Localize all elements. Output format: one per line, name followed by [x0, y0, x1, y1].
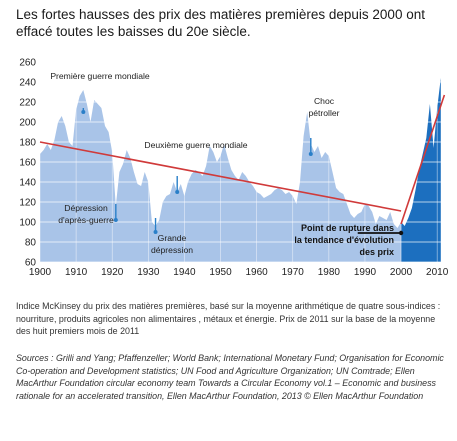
price-index-chart: 60 80 100 120 140 160 180 200 220 240 260 1900 1910… — [19, 58, 449, 279]
y-tick-label: 140 — [19, 178, 36, 189]
trend-lines — [39, 94, 446, 225]
x-tick-label: 1970 — [282, 267, 305, 278]
annotation-label: dépression — [151, 245, 193, 255]
x-tick-label: 2010 — [426, 267, 449, 278]
annotation-marker-dot — [113, 218, 118, 222]
annotation-label: Deuxième guerre mondiale — [144, 140, 247, 150]
annotation-marker-dot — [153, 230, 158, 234]
y-tick-label: 260 — [19, 58, 36, 69]
annotation-markers — [81, 108, 404, 236]
chart-sources: Sources : Grilli and Yang; Pfaffenzeller… — [16, 353, 444, 401]
y-tick-label: 120 — [19, 198, 36, 209]
y-tick-label: 180 — [19, 138, 36, 149]
x-tick-label: 1980 — [318, 267, 341, 278]
x-tick-label: 1910 — [65, 267, 88, 278]
y-tick-label: 160 — [19, 158, 36, 169]
horizontal-grid-lines — [39, 61, 448, 263]
y-tick-label: 60 — [25, 258, 37, 269]
annotation-label: Dépression — [64, 203, 108, 213]
annotation-marker-dot — [81, 110, 86, 114]
annotations: Première guerre mondiale Dépression d'aprè… — [50, 71, 394, 257]
x-tick-label: 1960 — [246, 267, 269, 278]
y-axis-ticks: 60 80 100 120 140 160 180 200 220 240 260 — [19, 58, 36, 269]
trend-line-1 — [39, 141, 402, 212]
x-tick-label: 1990 — [354, 267, 377, 278]
x-tick-label: 1930 — [137, 267, 160, 278]
annotation-label: pétroller — [308, 108, 339, 118]
x-axis-ticks: 1900 1910 1920 1930 1940 1950 1960 1970 1980 1990… — [29, 267, 449, 278]
annotation-label: Première guerre mondiale — [50, 71, 150, 81]
rupture-annotation-label: la tendance d'évolution — [294, 235, 394, 245]
annotation-marker-dot — [175, 190, 180, 194]
x-tick-label: 1940 — [173, 267, 196, 278]
chart-caption: Indice McKinsey du prix des matières pre… — [16, 301, 441, 336]
trend-line-2 — [400, 94, 446, 225]
x-tick-label: 1950 — [209, 267, 232, 278]
y-tick-label: 200 — [19, 118, 36, 129]
x-tick-label: 1920 — [101, 267, 124, 278]
y-tick-label: 100 — [19, 218, 36, 229]
annotation-label: d'après-guerre — [58, 215, 114, 225]
annotation-marker-dot — [308, 152, 313, 156]
rupture-annotation-label: des prix — [359, 247, 394, 257]
chart-title: Les fortes hausses des prix des matières… — [16, 7, 425, 39]
annotation-label: Choc — [314, 96, 335, 106]
rupture-annotation-label: Point de rupture dans — [301, 223, 394, 233]
x-tick-label: 2000 — [390, 267, 413, 278]
area-series-2000-2011 — [401, 78, 441, 262]
y-tick-label: 240 — [19, 78, 36, 89]
y-tick-label: 220 — [19, 98, 36, 109]
rupture-pointer-dot — [398, 230, 404, 236]
annotation-label: Grande — [158, 233, 187, 243]
y-tick-label: 80 — [25, 238, 37, 249]
x-tick-label: 1900 — [29, 267, 52, 278]
